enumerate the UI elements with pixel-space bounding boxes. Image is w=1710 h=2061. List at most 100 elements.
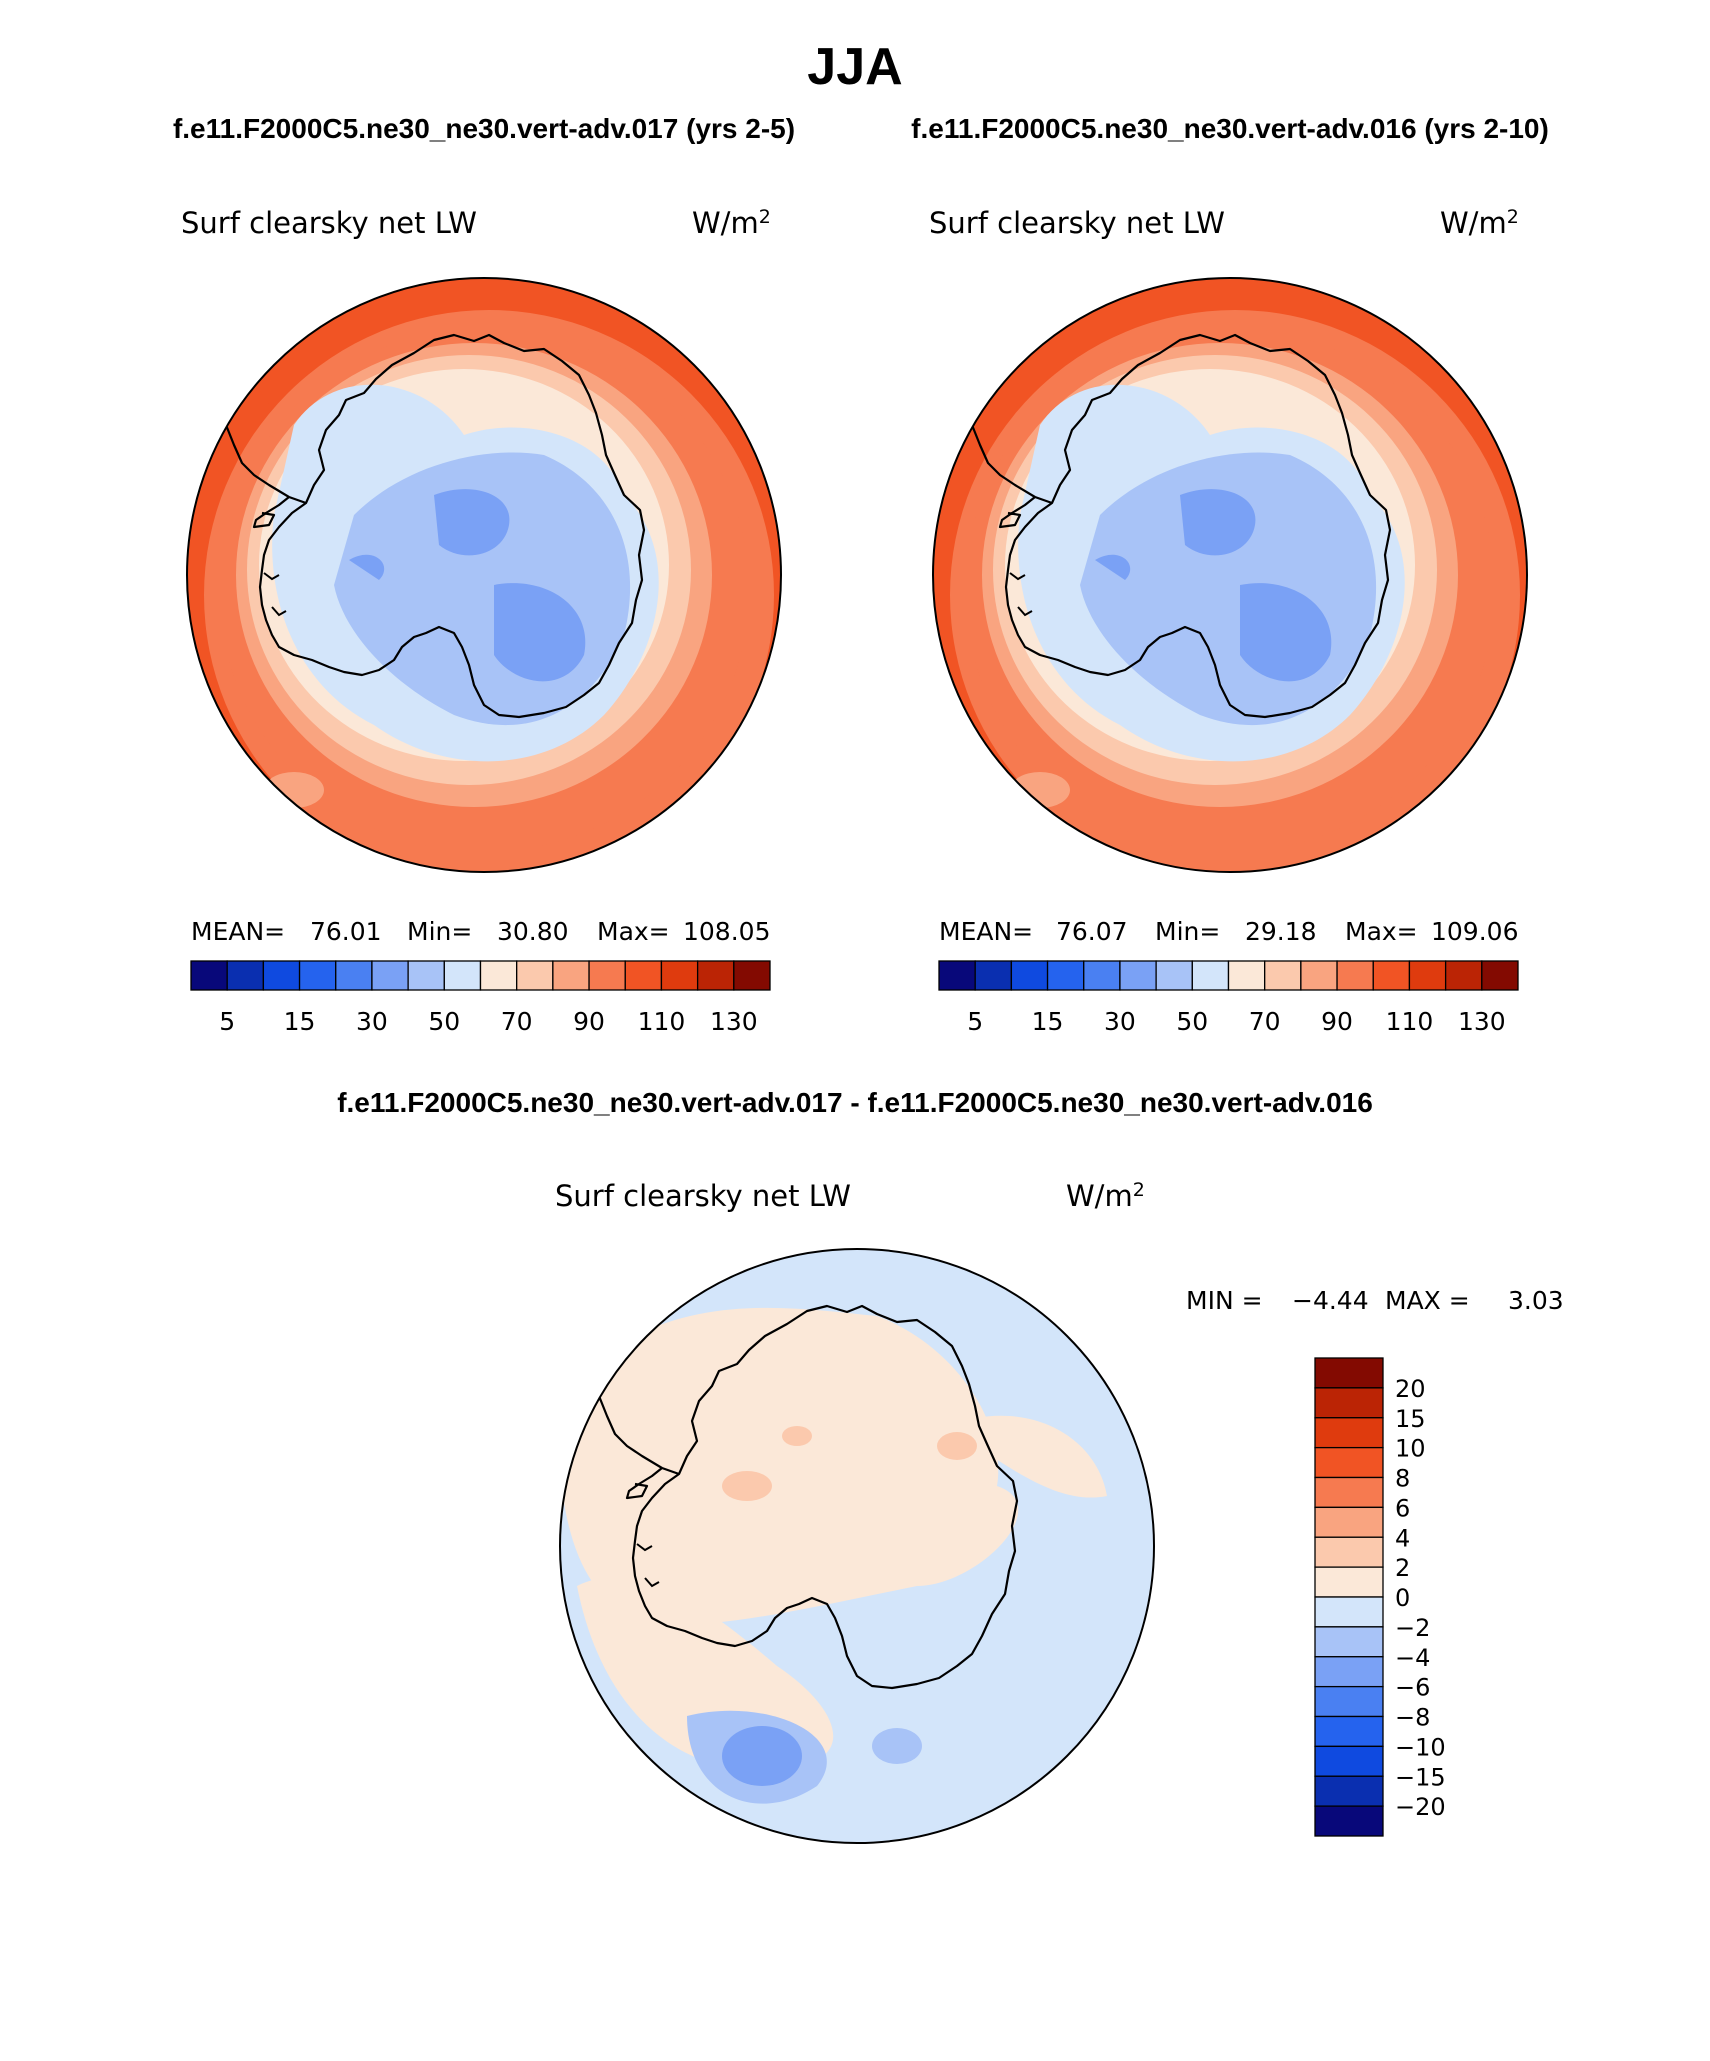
left-colorbar-label: 30 (356, 1007, 388, 1036)
left-map (187, 278, 781, 872)
diff-colorbar-swatch (1314, 1656, 1384, 1688)
right-colorbar-label: 30 (1104, 1007, 1136, 1036)
left-colorbar-label: 70 (501, 1007, 533, 1036)
right-colorbar-swatch (1155, 960, 1193, 991)
left-colorbar-swatch (516, 960, 554, 991)
left-colorbar-label: 90 (573, 1007, 605, 1036)
right-colorbar-label: 15 (1032, 1007, 1064, 1036)
case-right-title: f.e11.F2000C5.ne30_ne30.vert-adv.016 (yr… (911, 113, 1549, 144)
left-colorbar-label: 15 (284, 1007, 316, 1036)
left-colorbar-swatch (696, 960, 735, 991)
diff-units-label: W/m2 (1066, 1179, 1145, 1213)
diff-colorbar-label: −8 (1395, 1704, 1430, 1732)
left-panel: Surf clearsky net LW W/m2 MEAN= 76.01 Min… (181, 206, 782, 1036)
diff-colorbar-swatch (1314, 1805, 1384, 1837)
right-colorbar-swatch (1408, 960, 1447, 991)
left-stats: MEAN= 76.01 Min= 30.80 Max= 108.05 (191, 917, 770, 946)
diff-colorbar-label: 10 (1395, 1435, 1426, 1463)
diff-colorbar-swatch (1314, 1685, 1384, 1718)
right-colorbar-swatch (1300, 960, 1338, 991)
right-colorbar-label: 90 (1321, 1007, 1353, 1036)
left-colorbar-swatch (298, 960, 337, 991)
diff-colorbar-swatch (1314, 1745, 1384, 1777)
left-colorbar-swatch (262, 960, 301, 991)
left-colorbar-label: 130 (710, 1007, 758, 1036)
left-colorbar-label: 110 (638, 1007, 686, 1036)
right-variable-label: Surf clearsky net LW (929, 206, 1225, 240)
left-colorbar-swatch (588, 960, 626, 991)
left-colorbar-label: 50 (428, 1007, 460, 1036)
diff-colorbar-label: 20 (1395, 1375, 1426, 1403)
left-colorbar-swatch (479, 960, 518, 991)
diff-colorbar-label: 4 (1395, 1524, 1410, 1552)
diff-colorbar-swatch (1314, 1626, 1384, 1658)
left-colorbar-swatch (407, 960, 445, 991)
diff-colorbar-label: −6 (1395, 1674, 1430, 1702)
diff-colorbar-swatch (1314, 1476, 1384, 1509)
right-stats: MEAN= 76.07 Min= 29.18 Max= 109.06 (939, 917, 1518, 946)
diff-map-border (559, 1248, 1155, 1844)
left-variable-label: Surf clearsky net LW (181, 206, 477, 240)
diff-colorbar-label: 2 (1395, 1554, 1410, 1582)
diff-colorbar-label: 6 (1395, 1494, 1410, 1522)
diff-colorbar-label: −10 (1395, 1733, 1446, 1761)
diff-colorbar-label: −4 (1395, 1644, 1430, 1672)
diff-colorbar-swatch (1314, 1446, 1384, 1479)
right-colorbar-swatch (1119, 960, 1157, 991)
diff-map (560, 1249, 1154, 1843)
left-colorbar-swatch (443, 960, 482, 991)
diff-colorbar-swatch (1314, 1387, 1384, 1419)
diff-colorbar-label: −20 (1395, 1793, 1446, 1821)
left-colorbar-label: 5 (219, 1007, 235, 1036)
right-colorbar-label: 110 (1386, 1007, 1434, 1036)
right-colorbar-swatch (1336, 960, 1374, 991)
left-colorbar-swatch (335, 960, 373, 991)
left-colorbar-swatch (190, 960, 228, 991)
left-colorbar-swatch (660, 960, 699, 991)
right-colorbar-swatch (1083, 960, 1121, 991)
figure-title: JJA (807, 38, 902, 96)
right-colorbar-label: 130 (1458, 1007, 1506, 1036)
diff-colorbar-swatch (1314, 1417, 1384, 1449)
diff-colorbar-swatch (1314, 1715, 1384, 1748)
diff-panel: Surf clearsky net LW W/m2 MIN = −4.44 MAX… (555, 1179, 1564, 1844)
diff-colorbar-label: −2 (1395, 1614, 1430, 1642)
left-colorbar-swatch (371, 960, 409, 991)
left-colorbar-swatch (624, 960, 663, 991)
right-colorbar-swatch (1444, 960, 1483, 991)
right-colorbar-label: 50 (1176, 1007, 1208, 1036)
diff-colorbar-label: 8 (1395, 1465, 1410, 1493)
right-colorbar-label: 70 (1249, 1007, 1281, 1036)
diff-colorbar-label: −15 (1395, 1763, 1446, 1791)
diff-colorbar-swatch (1314, 1566, 1384, 1598)
left-colorbar-swatch (226, 960, 265, 991)
right-colorbar-swatch (1046, 960, 1085, 991)
diff-colorbar-label: 15 (1395, 1405, 1426, 1433)
case-left-title: f.e11.F2000C5.ne30_ne30.vert-adv.017 (yr… (173, 113, 795, 144)
right-map (933, 278, 1527, 872)
right-colorbar-swatch (1372, 960, 1411, 991)
diff-variable-label: Surf clearsky net LW (555, 1179, 851, 1213)
left-colorbar: 5 15 30 50 70 90 110 130 (190, 960, 771, 1036)
left-colorbar-swatch (552, 960, 590, 991)
diff-colorbar-swatch (1314, 1775, 1384, 1807)
right-colorbar-swatch (974, 960, 1013, 991)
diff-colorbar-swatch (1314, 1536, 1384, 1568)
right-colorbar-label: 5 (967, 1007, 983, 1036)
right-units-label: W/m2 (1440, 206, 1519, 240)
diff-stats: MIN = −4.44 MAX = 3.03 (1186, 1286, 1564, 1315)
right-colorbar-swatch (1227, 960, 1266, 991)
right-colorbar-swatch (1481, 960, 1519, 991)
left-units-label: W/m2 (692, 206, 771, 240)
diff-colorbar-swatch (1314, 1506, 1384, 1538)
diff-colorbar-swatch (1314, 1357, 1384, 1389)
right-colorbar-swatch (1191, 960, 1230, 991)
right-colorbar-swatch (1264, 960, 1302, 991)
right-panel: Surf clearsky net LW W/m2 MEAN= 76.07 Min… (929, 206, 1528, 1036)
diff-title: f.e11.F2000C5.ne30_ne30.vert-adv.017 - f… (337, 1087, 1373, 1118)
left-map-border (186, 277, 782, 873)
diff-colorbar-label: 0 (1395, 1584, 1410, 1612)
left-colorbar-swatch (733, 960, 771, 991)
